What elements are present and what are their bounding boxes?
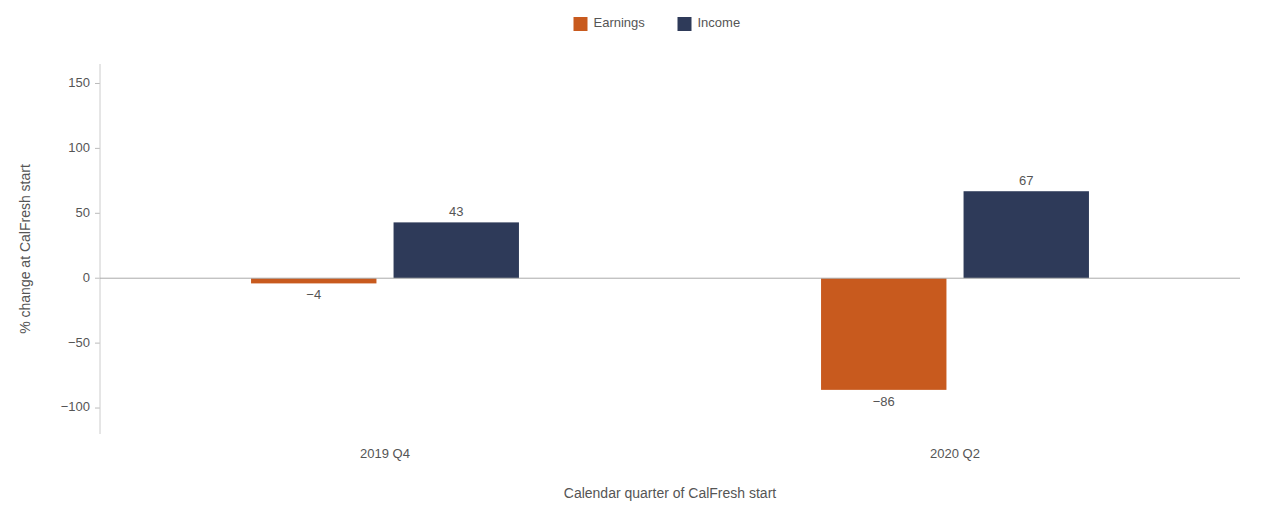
- legend-label: Earnings: [594, 15, 646, 30]
- y-axis-line: [100, 64, 101, 434]
- bar: [251, 278, 376, 283]
- y-axis: −100 −50 0 50 100 150: [61, 64, 100, 434]
- y-tick-label: −50: [68, 335, 90, 350]
- y-tick-label: 100: [68, 140, 90, 155]
- y-axis-label: % change at CalFresh start: [17, 164, 33, 334]
- x-axis-label: Calendar quarter of CalFresh start: [564, 485, 777, 501]
- legend-label: Income: [698, 15, 741, 30]
- legend-swatch: [678, 17, 692, 31]
- data-label: −86: [873, 394, 895, 409]
- data-label: −4: [306, 287, 321, 302]
- bars: [251, 191, 1089, 390]
- x-tick-label: 2020 Q2: [930, 446, 980, 461]
- y-tick: [95, 408, 100, 409]
- data-label: 67: [1019, 173, 1033, 188]
- chart-container: −100 −50 0 50 100 150 −4 −86 43 67 2019 Q4 2020 Q2 C…: [0, 0, 1280, 520]
- data-label: 43: [449, 204, 463, 219]
- zero-line: [100, 278, 1240, 279]
- x-axis: 2019 Q4 2020 Q2: [360, 446, 980, 461]
- bar: [394, 222, 519, 278]
- y-tick: [95, 343, 100, 344]
- y-tick-label: 50: [76, 205, 90, 220]
- x-tick-label: 2019 Q4: [360, 446, 410, 461]
- chart-svg: −100 −50 0 50 100 150 −4 −86 43 67 2019 Q4 2020 Q2 C…: [0, 0, 1280, 520]
- y-tick-label: −100: [61, 399, 90, 414]
- y-tick: [95, 278, 100, 279]
- bar: [964, 191, 1089, 278]
- y-tick: [95, 148, 100, 149]
- bar: [821, 278, 946, 390]
- y-tick-label: 0: [83, 270, 90, 285]
- y-tick: [95, 83, 100, 84]
- data-labels: −4 −86 43 67: [306, 173, 1033, 409]
- y-tick-label: 150: [68, 75, 90, 90]
- legend-swatch: [574, 17, 588, 31]
- y-tick: [95, 213, 100, 214]
- legend: Earnings Income: [574, 15, 741, 31]
